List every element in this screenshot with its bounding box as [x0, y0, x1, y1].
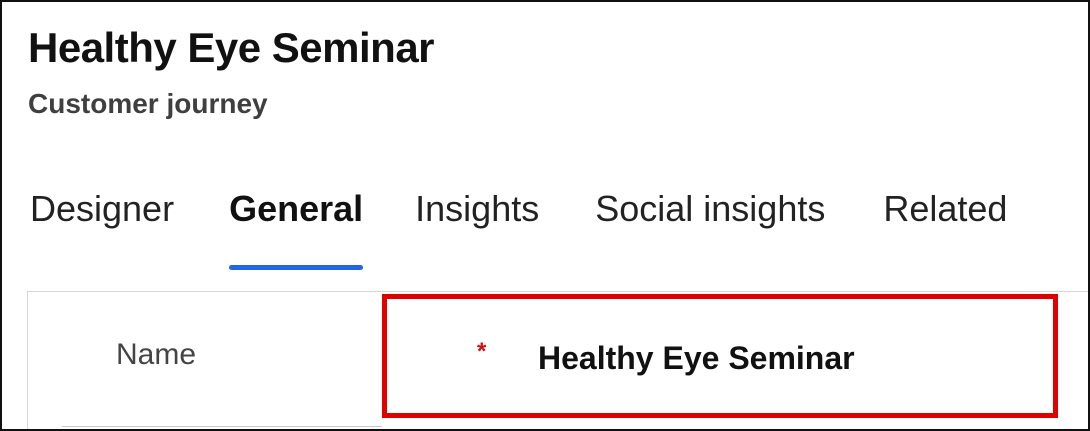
active-tab-indicator [229, 265, 364, 270]
required-marker: * [477, 338, 487, 365]
tab-designer[interactable]: Designer [30, 188, 174, 230]
tab-social-insights[interactable]: Social insights [595, 188, 825, 230]
tab-insights-label: Insights [415, 188, 540, 229]
page-title: Healthy Eye Seminar [28, 24, 435, 71]
field-divider [62, 426, 382, 427]
tab-related-label: Related [883, 188, 1008, 229]
tab-insights[interactable]: Insights [415, 188, 539, 230]
tab-general-label: General [229, 188, 364, 229]
tab-designer-label: Designer [30, 188, 175, 229]
highlight-box [382, 294, 1058, 418]
page-subtitle: Customer journey [28, 88, 268, 119]
name-field-label: Name [116, 338, 197, 371]
name-field[interactable] [538, 340, 1018, 377]
tab-related[interactable]: Related [883, 188, 1007, 230]
tab-general[interactable]: General [229, 188, 364, 270]
tab-social-insights-label: Social insights [595, 188, 826, 229]
tab-bar: Designer General Insights Social insight… [30, 188, 1007, 270]
